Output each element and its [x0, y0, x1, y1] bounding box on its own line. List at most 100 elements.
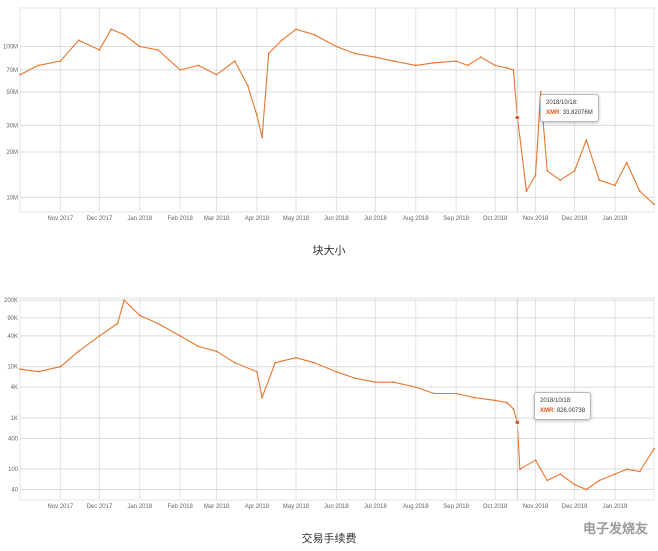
chart2-x-tick-label: Jan 2019: [603, 504, 628, 510]
chart1-data-point: [267, 52, 270, 55]
chart2-data-point: [256, 370, 258, 373]
chart2-x-tick-label: Nov 2017: [48, 504, 74, 510]
chart2-data-point: [414, 386, 417, 389]
chart1-data-point: [261, 136, 264, 139]
chart1-data-point: [110, 28, 113, 31]
chart2-tooltip-label: XMR: [540, 408, 554, 414]
chart1-data-point: [653, 203, 655, 206]
chart2-data-point: [614, 473, 616, 476]
chart1-data-point: [353, 52, 356, 55]
chart2-data-point: [157, 322, 159, 325]
chart2-data-point: [505, 401, 508, 404]
chart2-data-point: [473, 396, 476, 399]
chart1-y-tick-label: 50M: [6, 90, 18, 96]
chart2-y-tick-label: 400: [8, 436, 19, 442]
chart2-data-point: [455, 392, 458, 395]
chart1-data-point: [466, 64, 469, 67]
chart1-data-point: [197, 64, 200, 67]
chart2-data-point: [197, 345, 200, 348]
chart1-data-point: [559, 179, 562, 182]
chart1-data-point: [585, 139, 588, 141]
chart2-y-tick-label: 100: [8, 467, 19, 473]
chart1-y-tick-label: 30M: [6, 123, 18, 129]
chart1-x-tick-label: Nov 2017: [48, 216, 74, 222]
chart1-data-point: [179, 68, 182, 71]
chart1-data-point: [505, 67, 508, 69]
chart1-data-point: [525, 190, 528, 193]
chart2-data-point: [77, 350, 80, 353]
chart2-data-point: [559, 473, 562, 476]
chart2-data-point: [573, 483, 576, 486]
chart2-data-point: [392, 381, 395, 384]
chart1-data-point: [98, 48, 101, 51]
chart1-data-point: [598, 179, 601, 182]
chart2-data-point: [335, 370, 338, 373]
chart2-data-point: [353, 377, 356, 380]
chart1-data-point: [392, 60, 395, 63]
chart2-data-point: [313, 361, 316, 364]
chart2-data-point: [37, 370, 40, 373]
chart1-data-point: [433, 61, 435, 64]
chart1-data-point: [534, 174, 537, 177]
chart1-x-tick-label: Nov 2018: [523, 216, 549, 222]
chart2-tooltip-date: 2018/10/18:: [540, 398, 572, 404]
chart2-tooltip-marker: [514, 419, 520, 425]
chart2-x-tick-label: Jun 2018: [324, 504, 349, 510]
chart1-data-point: [37, 64, 40, 67]
chart1-y-tick-label: 20M: [6, 150, 18, 156]
chart1-x-tick-label: Dec 2017: [87, 216, 113, 222]
chart2-y-tick-label: 200K: [4, 298, 18, 304]
chart1-x-tick-label: Jan 2019: [603, 216, 628, 222]
chart1-data-point: [479, 56, 482, 59]
chart1-data-point: [295, 28, 297, 31]
chart2-data-point: [585, 488, 588, 491]
chart2-data-point: [494, 399, 497, 402]
chart1-data-point: [625, 161, 628, 164]
chart2-x-tick-label: Jul 2018: [364, 504, 387, 510]
chart2-x-tick-label: Dec 2018: [562, 504, 588, 510]
chart2-x-tick-label: Nov 2018: [523, 504, 549, 510]
chart2-x-tick-label: Oct 2018: [483, 504, 508, 510]
chart1-data-point: [233, 60, 236, 63]
chart2-data-point: [215, 350, 218, 353]
chart1-tooltip-label: XMR: [546, 110, 560, 116]
chart2-y-tick-label: 40K: [7, 334, 18, 340]
watermark-logo: 电子发烧友: [582, 522, 648, 537]
chart1-x-tick-label: Dec 2018: [562, 216, 588, 222]
chart2-data-point: [98, 335, 101, 337]
chart2-data-point: [261, 396, 264, 399]
chart2-y-tick-label: 40: [11, 488, 18, 494]
chart1-data-point: [519, 136, 521, 139]
chart1-data-point: [512, 68, 515, 71]
chart2-x-tick-label: May 2018: [283, 504, 310, 510]
chart1-x-tick-label: Apr 2018: [245, 216, 270, 222]
chart2-data-point: [519, 468, 521, 471]
chart2-data-point: [512, 408, 515, 410]
chart1-data-point: [280, 39, 283, 42]
chart2-data-point: [546, 479, 549, 482]
chart1-series-line: [19, 28, 655, 205]
chart2-x-tick-label: Apr 2018: [245, 504, 270, 510]
chart1-x-tick-label: Jun 2018: [324, 216, 349, 222]
chart1-tooltip-marker: [514, 114, 520, 121]
chart2-data-point: [19, 368, 21, 370]
chart2-data-point: [653, 447, 655, 450]
chart1-data-point: [573, 169, 576, 172]
chart2-y-tick-label: 10K: [7, 365, 18, 371]
chart1-data-point: [546, 169, 549, 172]
chart1-x-tick-label: Mar 2018: [204, 216, 230, 222]
chart2-data-point: [179, 335, 182, 337]
chart1-data-point: [138, 45, 141, 48]
chart1-data-point: [59, 60, 62, 63]
chart2-data-point: [233, 361, 236, 364]
chart2-x-tick-label: Dec 2017: [87, 504, 113, 510]
chart1-tooltip: 2018/10/18: XMR: 33.82076M: [540, 94, 599, 122]
chart1-x-tick-label: Aug 2018: [403, 216, 429, 222]
chart1-data-point: [638, 190, 641, 193]
chart2-x-tick-label: Jan 2018: [127, 504, 152, 510]
chart1-data-point: [494, 64, 497, 67]
chart1-data-point: [157, 48, 159, 51]
chart1-data-point: [539, 91, 542, 93]
chart1-data-point: [215, 73, 218, 76]
